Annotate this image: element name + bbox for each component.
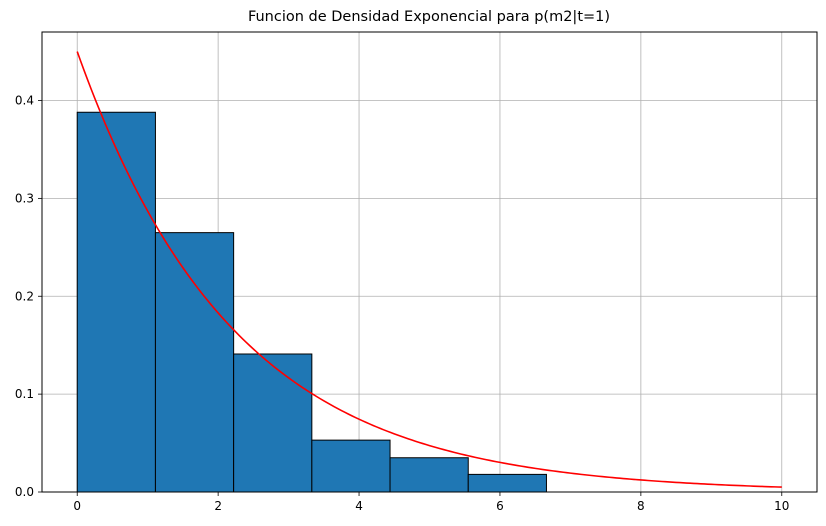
y-tick-label: 0.0 <box>15 485 34 499</box>
x-tick-label: 2 <box>214 499 222 513</box>
chart-title: Funcion de Densidad Exponencial para p(m… <box>248 9 610 25</box>
x-tick-label: 6 <box>496 499 504 513</box>
x-tick-label: 4 <box>355 499 363 513</box>
histogram-bar <box>467 473 547 493</box>
histogram-bar <box>233 353 313 493</box>
density-line <box>76 51 782 488</box>
y-tick-label: 0.1 <box>15 387 34 401</box>
x-tick-label: 8 <box>637 499 645 513</box>
histogram-bar <box>311 439 391 493</box>
x-tick-label: 0 <box>73 499 81 513</box>
y-tick-label: 0.3 <box>15 191 34 205</box>
y-tick-label: 0.4 <box>15 94 34 108</box>
plot-area-frame <box>41 31 818 493</box>
x-axis: 0 2 4 6 8 10 <box>73 492 789 513</box>
density-curve <box>76 51 782 488</box>
histogram-bar <box>154 232 235 493</box>
histogram-bar <box>389 457 469 493</box>
histogram-bar <box>76 111 156 493</box>
y-tick-label: 0.2 <box>15 289 34 303</box>
y-axis: 0.0 0.1 0.2 0.3 0.4 <box>15 94 42 499</box>
x-tick-label: 10 <box>774 499 789 513</box>
histogram-bars <box>76 111 547 493</box>
